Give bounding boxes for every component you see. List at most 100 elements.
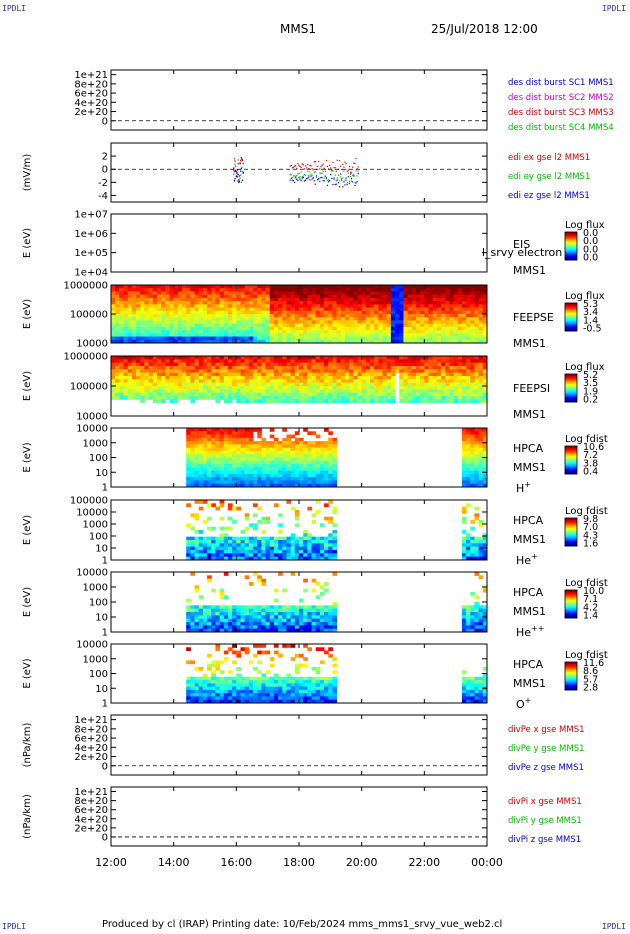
spectrogram-cell <box>361 359 367 364</box>
spectrogram-cell <box>161 376 166 380</box>
spectrogram-cell <box>244 431 250 436</box>
spectrogram-cell <box>424 336 430 341</box>
spectrogram-cell <box>328 460 333 465</box>
spectrogram-cell <box>286 362 292 367</box>
spectrogram-cell <box>223 553 229 558</box>
instrument-label: MMS1 <box>513 461 546 474</box>
spectrogram-cell <box>311 460 317 465</box>
instrument-label: EIS <box>513 238 530 251</box>
spectrogram-cell <box>273 304 279 309</box>
spectrogram-cell <box>119 372 125 377</box>
edi-point <box>355 182 357 184</box>
spectrogram-cell <box>466 533 471 538</box>
spectrogram-cell <box>432 310 438 315</box>
spectrogram-cell <box>286 291 292 296</box>
spectrogram-cell <box>265 314 271 318</box>
spectrogram-cell <box>190 605 196 610</box>
spectrogram-cell <box>227 503 233 508</box>
spectrogram-cell <box>303 457 308 462</box>
spectrogram-cell <box>294 483 300 488</box>
spectrogram-cell <box>411 366 417 370</box>
spectrogram-cell <box>253 441 258 445</box>
spectrogram-cell <box>215 431 221 436</box>
spectrogram-cell <box>378 372 384 377</box>
spectrogram-cell <box>299 460 304 465</box>
spectrogram-cell <box>223 428 229 432</box>
spectrogram-cell <box>273 339 279 344</box>
spectrogram-cell <box>441 339 446 344</box>
spectrogram-cell <box>219 608 225 613</box>
spectrogram-cell <box>482 392 488 397</box>
spectrogram-cell <box>265 477 271 481</box>
edi-point <box>310 175 312 177</box>
edi-point <box>344 184 346 186</box>
spectrogram-cell <box>261 330 267 334</box>
spectrogram-cell <box>115 323 120 328</box>
spectrogram-cell <box>202 612 208 616</box>
spectrogram-cell <box>365 307 371 312</box>
spectrogram-cell <box>253 288 258 292</box>
spectrogram-cell <box>457 386 463 390</box>
spectrogram-cell <box>403 307 409 312</box>
y-tick-label: 0 <box>102 116 108 127</box>
spectrogram-cell <box>482 543 488 548</box>
spectrogram-cell <box>236 301 242 305</box>
colorbar-cell <box>565 542 577 545</box>
spectrogram-cell <box>215 553 221 558</box>
spectrogram-cell <box>466 396 471 400</box>
spectrogram-cell <box>286 483 292 488</box>
species-charge: + <box>531 552 538 561</box>
spectrogram-cell <box>190 483 196 488</box>
spectrogram-cell <box>461 396 467 400</box>
spectrogram-cell <box>340 304 346 309</box>
spectrogram-cell <box>219 556 225 561</box>
spectrogram-cell <box>269 454 275 458</box>
spectrogram-cell <box>286 628 292 633</box>
spectrogram-cell <box>299 622 304 626</box>
spectrogram-cell <box>223 307 229 312</box>
spectrogram-cell <box>374 359 379 364</box>
spectrogram-cell <box>424 366 430 370</box>
spectrogram-cell <box>148 376 154 380</box>
spectrogram-cell <box>211 441 216 445</box>
spectrogram-cell <box>461 399 467 404</box>
spectrogram-cell <box>202 366 208 370</box>
spectrogram-cell <box>357 320 363 325</box>
spectrogram-cell <box>290 369 296 374</box>
spectrogram-cell <box>466 392 471 397</box>
spectrogram-cell <box>365 382 371 387</box>
spectrogram-cell <box>374 288 379 292</box>
spectrogram-cell <box>441 291 446 296</box>
spectrogram-cell <box>198 553 204 558</box>
spectrogram-cell <box>215 372 221 377</box>
spectrogram-cell <box>474 464 480 468</box>
spectrogram-cell <box>190 376 196 380</box>
spectrogram-cell <box>340 326 346 331</box>
spectrogram-cell <box>223 333 229 338</box>
edi-point <box>302 176 304 179</box>
spectrogram-cell <box>470 553 475 558</box>
spectrogram-cell <box>119 376 125 380</box>
colorbar-cell <box>565 379 577 382</box>
spectrogram-cell <box>194 297 200 302</box>
spectrogram-cell <box>378 336 384 341</box>
spectrogram-cell <box>390 301 396 305</box>
spectrogram-cell <box>328 470 333 475</box>
colorbar-cell <box>565 612 577 614</box>
spectrogram-cell <box>186 622 191 626</box>
spectrogram-cell <box>248 386 254 390</box>
spectrogram-cell <box>378 386 384 390</box>
spectrogram-cell <box>474 431 480 436</box>
spectrogram-cell <box>240 441 246 445</box>
edi-point <box>330 173 332 176</box>
edi-point <box>312 176 314 179</box>
spectrogram-cell <box>236 428 242 432</box>
spectrogram-cell <box>127 285 133 289</box>
spectrogram-cell <box>273 447 279 452</box>
spectrogram-cell <box>299 301 304 305</box>
spectrogram-cell <box>278 382 283 387</box>
spectrogram-cell <box>357 314 363 318</box>
spectrogram-cell <box>361 320 367 325</box>
spectrogram-cell <box>152 326 158 331</box>
spectrogram-cell <box>207 323 212 328</box>
